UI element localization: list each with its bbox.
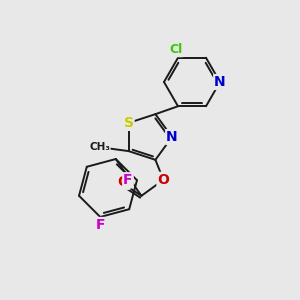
Text: O: O (158, 173, 169, 187)
Text: N: N (166, 130, 178, 144)
Text: N: N (214, 75, 226, 89)
Text: Cl: Cl (169, 43, 183, 56)
Text: CH₃: CH₃ (89, 142, 110, 152)
Text: F: F (123, 173, 133, 187)
Text: S: S (124, 116, 134, 130)
Text: F: F (95, 218, 105, 232)
Text: O: O (118, 175, 129, 189)
